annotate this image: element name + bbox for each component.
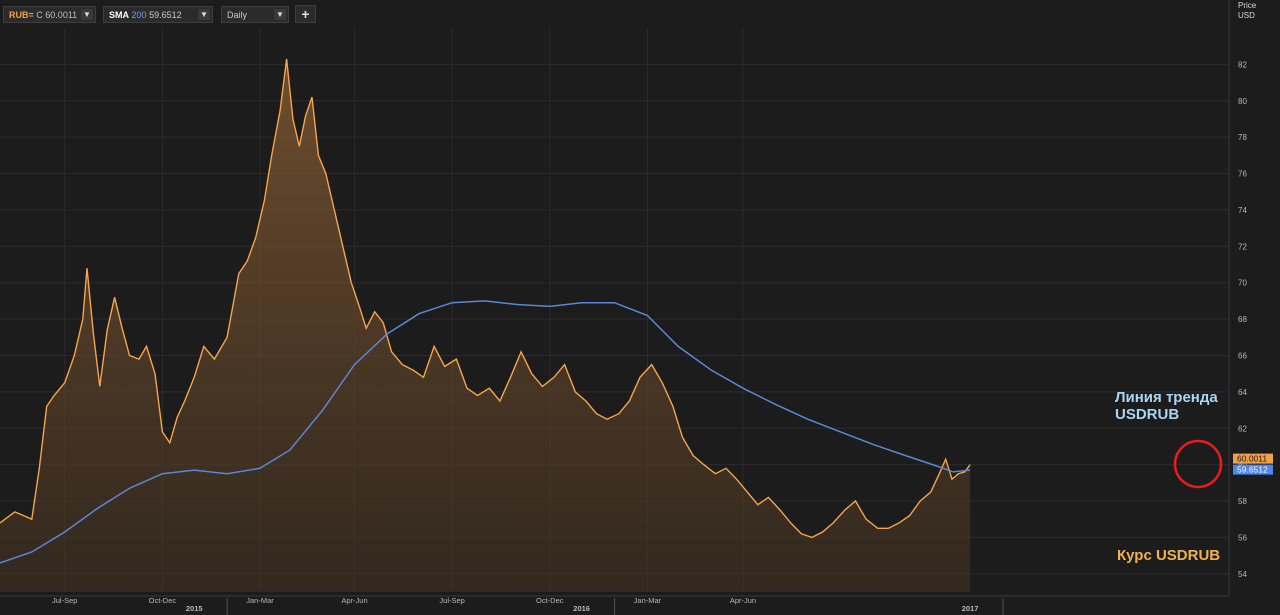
y-axis-tick-labels: 545658606264666870727476788082 — [1238, 60, 1247, 578]
chevron-down-icon[interactable]: ▼ — [198, 9, 210, 20]
x-tick-label: Oct-Dec — [536, 596, 564, 605]
price-badge-value: 60.0011 — [1237, 454, 1267, 464]
sma-badge-value: 59.6512 — [1237, 465, 1268, 475]
close-label: C — [36, 10, 43, 20]
sma-value: 59.6512 — [149, 10, 182, 20]
sma-name: SMA — [109, 10, 129, 20]
x-year-label: 2017 — [962, 604, 979, 613]
trend-line-annotation: Линия тренда USDRUB — [1115, 389, 1218, 423]
x-tick-label: Jan-Mar — [246, 596, 274, 605]
x-tick-label: Apr-Jun — [341, 596, 367, 605]
chart-toolbar: RUB= C 60.0011 ▼ SMA 200 59.6512 ▼ Daily… — [0, 0, 1230, 30]
x-tick-label: Jul-Sep — [439, 596, 464, 605]
y-tick-label: 58 — [1238, 497, 1247, 506]
sma-indicator-selector[interactable]: SMA 200 59.6512 ▼ — [103, 6, 213, 23]
highlight-circle — [1173, 439, 1223, 489]
x-tick-label: Oct-Dec — [149, 596, 177, 605]
y-tick-label: 56 — [1238, 533, 1247, 542]
x-axis-tick-labels: Jul-Sep Oct-Dec Jan-Mar Apr-Jun Jul-Sep Oct-D… — [52, 596, 756, 605]
x-tick-label: Jan-Mar — [634, 596, 662, 605]
y-tick-label: 64 — [1238, 388, 1247, 397]
trend-annotation-line-1: Линия тренда — [1115, 389, 1218, 406]
price-axis-title: Price — [1238, 1, 1257, 10]
x-year-label: 2015 — [186, 604, 203, 613]
y-tick-label: 78 — [1238, 133, 1247, 142]
price-area-fill — [0, 58, 971, 592]
close-value: 60.0011 — [45, 10, 78, 20]
x-axis-year-labels: 2015 2016 2017 — [186, 604, 979, 613]
interval-value: Daily — [227, 10, 248, 20]
y-tick-label: 72 — [1238, 242, 1247, 251]
price-badge-bg — [1233, 453, 1273, 464]
y-tick-label: 82 — [1238, 60, 1247, 69]
price-axis-currency: USD — [1238, 11, 1255, 20]
chevron-down-icon[interactable]: ▼ — [274, 9, 286, 20]
x-tick-label: Jul-Sep — [52, 596, 77, 605]
chevron-down-icon[interactable]: ▼ — [81, 9, 93, 20]
interval-selector[interactable]: Daily ▼ — [221, 6, 289, 23]
x-year-label: 2016 — [573, 604, 590, 613]
y-tick-label: 62 — [1238, 424, 1247, 433]
y-tick-label: 80 — [1238, 97, 1247, 106]
y-tick-label: 70 — [1238, 279, 1247, 288]
add-indicator-button[interactable]: + — [295, 5, 316, 23]
y-tick-label: 74 — [1238, 206, 1247, 215]
rate-annotation: Курс USDRUB — [1117, 547, 1221, 564]
sma-period: 200 — [131, 10, 147, 20]
x-tick-label: Apr-Jun — [730, 596, 756, 605]
sma-badge-bg — [1233, 464, 1273, 475]
y-tick-label: 76 — [1238, 170, 1247, 179]
y-tick-label: 66 — [1238, 351, 1247, 360]
instrument-symbol: RUB= — [9, 10, 34, 20]
instrument-selector[interactable]: RUB= C 60.0011 ▼ — [3, 6, 96, 23]
y-tick-label: 68 — [1238, 315, 1247, 324]
sma-series-line — [0, 300, 971, 564]
trend-annotation-line-2: USDRUB — [1115, 406, 1180, 423]
price-series-line — [0, 58, 971, 539]
price-axis-header: Price USD — [1238, 1, 1256, 21]
y-tick-label: 54 — [1238, 570, 1247, 579]
year-separators — [0, 0, 1230, 615]
